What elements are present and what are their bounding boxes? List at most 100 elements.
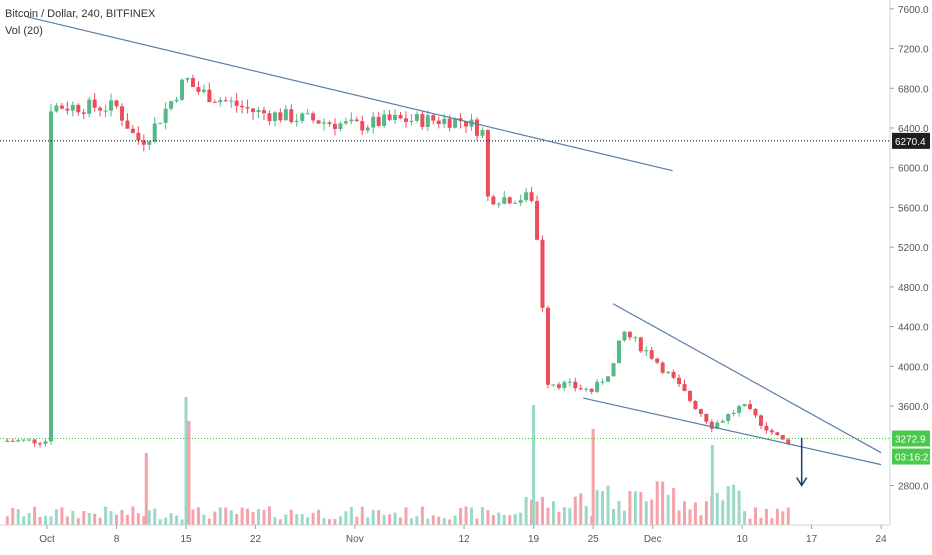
candle-body bbox=[212, 101, 217, 103]
candle-body bbox=[125, 120, 130, 129]
candle-body bbox=[589, 388, 594, 392]
x-tick-label: 19 bbox=[528, 534, 540, 545]
volume-bar bbox=[508, 515, 512, 525]
volume-bar bbox=[142, 516, 146, 525]
volume-bar bbox=[273, 517, 277, 525]
candle-body bbox=[584, 388, 589, 390]
last-price-badge-bg bbox=[892, 430, 930, 447]
candle-body bbox=[283, 109, 288, 121]
volume-bar bbox=[470, 507, 474, 525]
x-tick-label: Nov bbox=[346, 534, 364, 545]
candle-body bbox=[682, 384, 687, 391]
candle-body bbox=[327, 122, 332, 124]
volume-bar bbox=[475, 518, 479, 525]
y-tick-label: 5200.0 bbox=[898, 243, 929, 254]
y-axis: 7600.0 7200.0 6800.0 6400.0 6000.0 5600.0 5200… bbox=[889, 0, 929, 525]
volume-bar bbox=[251, 512, 255, 525]
candle-body bbox=[758, 415, 763, 426]
volume-bar bbox=[786, 507, 790, 525]
candle-body bbox=[556, 384, 561, 388]
trendline bbox=[27, 16, 673, 172]
candle-body bbox=[201, 89, 206, 92]
volume-bar bbox=[60, 507, 64, 525]
volume-bar bbox=[743, 511, 747, 525]
candle-body bbox=[551, 384, 556, 386]
candle-body bbox=[616, 340, 621, 364]
volume-bar bbox=[426, 518, 430, 525]
volume-bar bbox=[158, 519, 162, 525]
volume-bar bbox=[704, 501, 708, 525]
candle-body bbox=[748, 404, 753, 409]
volume-bar bbox=[453, 515, 457, 525]
candle-body bbox=[578, 388, 583, 390]
candle-body bbox=[261, 110, 266, 114]
volume-bar bbox=[639, 491, 643, 525]
candle-body bbox=[666, 371, 671, 373]
y-tick-label: 6400.0 bbox=[898, 124, 929, 135]
candle-body bbox=[163, 108, 168, 123]
volume-bar bbox=[502, 514, 506, 525]
candle-body bbox=[600, 381, 605, 383]
candle-body bbox=[158, 122, 163, 124]
volume-bar bbox=[360, 506, 364, 525]
candle-body bbox=[753, 408, 758, 416]
candle-body bbox=[256, 110, 261, 113]
candle-body bbox=[272, 112, 277, 122]
bar-countdown-badge: 03:16:21 bbox=[895, 453, 932, 464]
candle-body bbox=[147, 141, 152, 145]
candle-body bbox=[65, 108, 70, 111]
candle-body bbox=[76, 104, 81, 113]
candle-body bbox=[16, 440, 21, 442]
volume-bar bbox=[27, 513, 31, 525]
volume-bar bbox=[464, 506, 468, 525]
volume-bar bbox=[759, 517, 763, 525]
candle-body bbox=[425, 115, 430, 127]
volume-bar bbox=[278, 519, 282, 525]
volume-bar bbox=[606, 485, 610, 525]
volume-bar bbox=[317, 509, 321, 525]
candle-body bbox=[742, 404, 747, 407]
y-tick-label: 6000.0 bbox=[898, 164, 929, 175]
volume-bar bbox=[289, 509, 293, 525]
candle-body bbox=[21, 439, 26, 441]
candle-body bbox=[606, 376, 611, 382]
candle-body bbox=[305, 113, 310, 115]
candle-body bbox=[234, 100, 239, 106]
candle-body bbox=[218, 100, 223, 103]
candle-body bbox=[223, 100, 228, 102]
candle-body bbox=[207, 89, 212, 102]
candle-body bbox=[119, 106, 124, 121]
volume-bar bbox=[442, 518, 446, 525]
volume-bar bbox=[666, 494, 670, 525]
volume-bar bbox=[551, 501, 555, 525]
candle-body bbox=[453, 118, 458, 128]
volume-bar bbox=[202, 514, 206, 525]
candle-body bbox=[677, 377, 682, 385]
price-badges: 6270.4 3272.9 03:16:21 bbox=[892, 132, 932, 465]
volume-bar bbox=[579, 493, 583, 525]
candle-body bbox=[567, 381, 572, 383]
volume-bar bbox=[328, 519, 332, 525]
volume-bar bbox=[295, 514, 299, 525]
candle-body bbox=[573, 381, 578, 389]
candle-body bbox=[633, 337, 638, 339]
volume-bar bbox=[644, 501, 648, 525]
candle-body bbox=[649, 350, 654, 359]
volume-bar bbox=[617, 500, 621, 525]
candle-body bbox=[185, 78, 190, 80]
candle-body bbox=[360, 121, 365, 131]
volume-bar bbox=[87, 512, 91, 525]
volume-bar bbox=[218, 507, 222, 525]
volume-bar bbox=[229, 510, 233, 525]
candle-body bbox=[644, 350, 649, 352]
candle-body bbox=[316, 120, 321, 124]
candle-body bbox=[349, 119, 354, 122]
volume-bar bbox=[22, 516, 26, 525]
volume-bar bbox=[136, 513, 140, 525]
volume-bar bbox=[399, 517, 403, 525]
candle-body bbox=[638, 337, 643, 352]
volume-bar bbox=[44, 515, 48, 525]
candle-body bbox=[671, 371, 676, 378]
